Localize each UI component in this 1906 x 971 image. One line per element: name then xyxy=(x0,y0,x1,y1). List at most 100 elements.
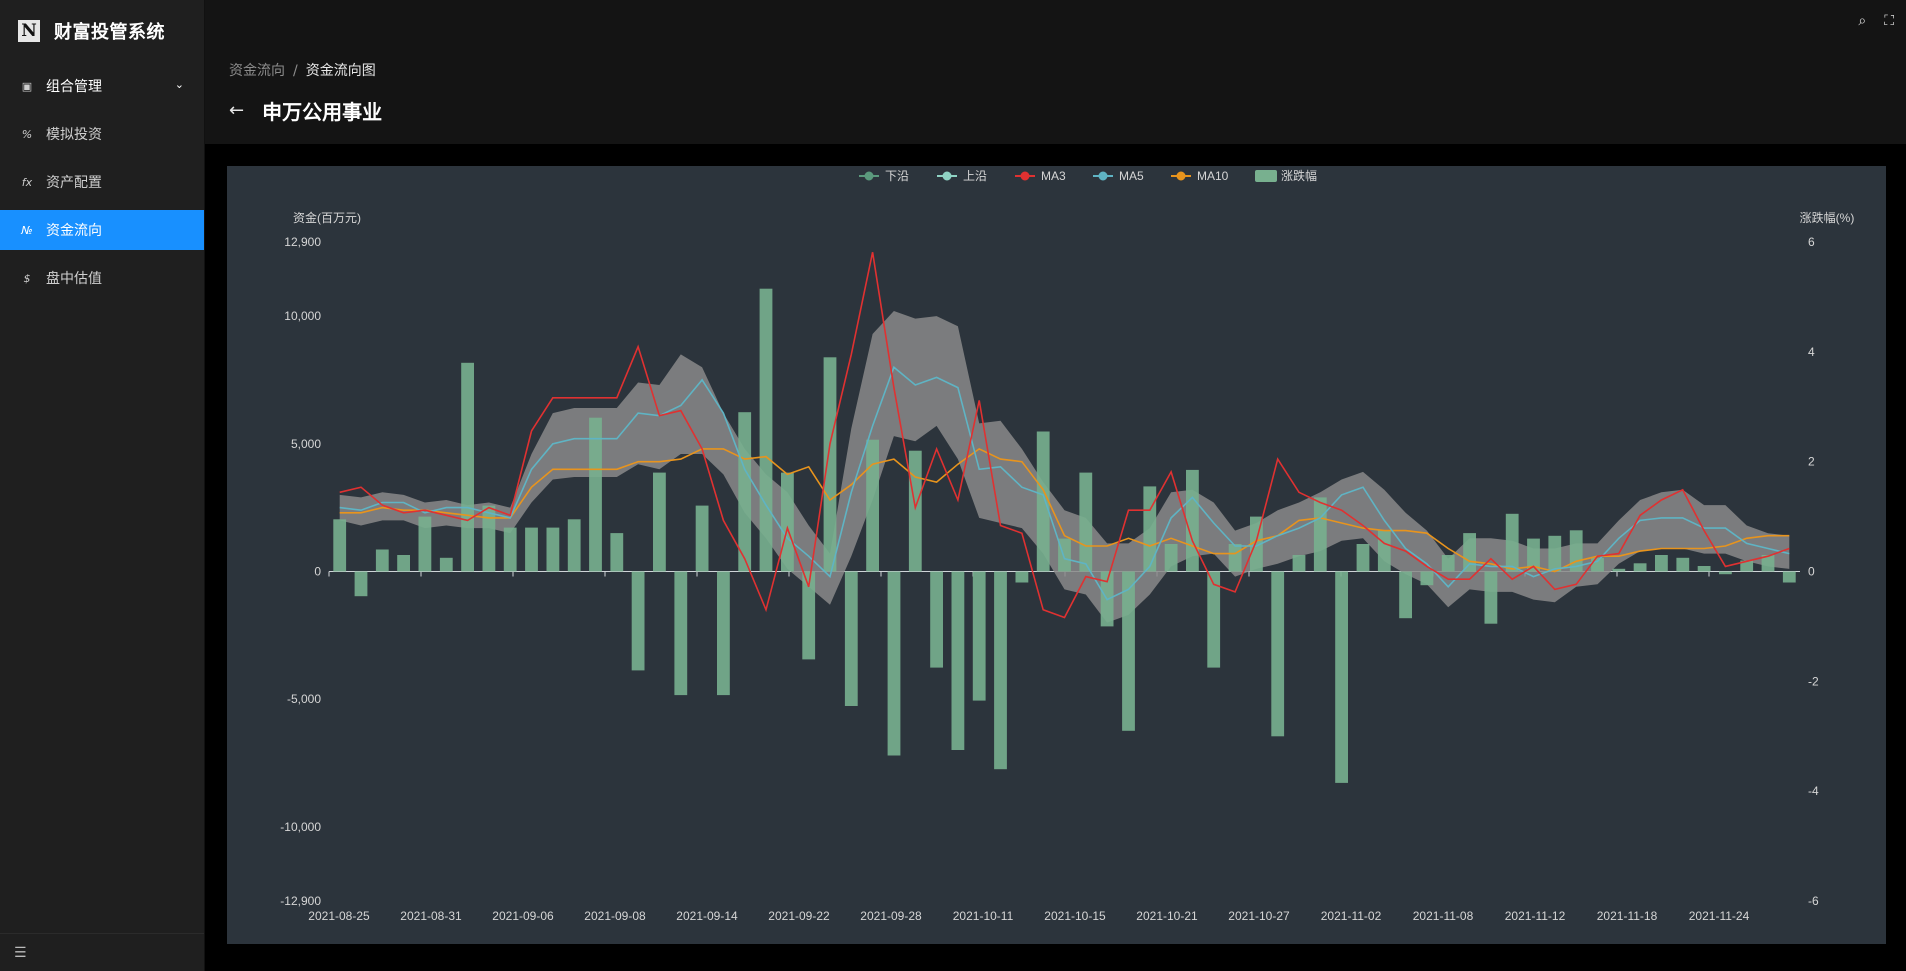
collapse-sidebar-button[interactable]: ☰ xyxy=(0,933,204,971)
pct-bar xyxy=(674,571,688,696)
pct-bar xyxy=(1228,544,1242,572)
page-header: ⌕ ⛶ 资金流向 / 资金流向图 ← 申万公用事业 xyxy=(205,0,1906,144)
pct-bar xyxy=(567,519,581,572)
pct-bar xyxy=(1271,571,1285,737)
sidebar-item-label: 模拟投资 xyxy=(46,127,102,143)
x-tick-label: 2021-08-31 xyxy=(400,909,462,923)
pct-bar xyxy=(930,571,943,668)
function-icon: fx xyxy=(21,175,33,189)
sidebar-item-asset-allocation[interactable]: fx 资产配置 xyxy=(0,162,204,202)
legend-marker xyxy=(942,171,952,181)
y-right-tick-label: 0 xyxy=(1808,565,1815,579)
chart-panel: 12,900 10,000 5,000 0 -5,000 -10,000 -12,900 6 4… xyxy=(227,166,1886,944)
pct-bar xyxy=(951,571,965,750)
logo-icon: N xyxy=(18,20,40,42)
pct-bar xyxy=(1782,571,1796,583)
y-tick-label: -12,900 xyxy=(280,894,321,908)
sidebar-item-portfolio[interactable]: ▣ 组合管理 ⌄ xyxy=(0,66,204,106)
legend-label: MA3 xyxy=(1041,169,1066,183)
pct-bar xyxy=(1740,560,1754,572)
sidebar-item-simulated-investment[interactable]: % 模拟投资 xyxy=(0,114,204,154)
pct-bar xyxy=(1612,568,1626,572)
x-tick-label: 2021-09-22 xyxy=(768,909,830,923)
sidebar-item-intraday-valuation[interactable]: $ 盘中估值 xyxy=(0,258,204,298)
x-tick-label: 2021-10-27 xyxy=(1228,909,1290,923)
pct-bar xyxy=(1143,486,1157,572)
pct-bar xyxy=(1079,472,1093,572)
pct-bar xyxy=(354,571,368,597)
menu-fold-icon: ☰ xyxy=(14,944,27,961)
pct-bar xyxy=(631,571,645,671)
pct-bar xyxy=(546,527,560,572)
x-tick-label: 2021-10-21 xyxy=(1136,909,1198,923)
dollar-icon: $ xyxy=(23,271,31,285)
pct-bar xyxy=(717,571,730,696)
legend-label: 下沿 xyxy=(885,169,909,183)
y-right-axis-label: 涨跌幅(%) xyxy=(1800,210,1855,225)
back-arrow-icon[interactable]: ← xyxy=(229,100,245,121)
x-tick-label: 2021-11-12 xyxy=(1505,909,1566,923)
pct-bar xyxy=(333,519,347,572)
ma3-line xyxy=(339,252,1790,619)
pct-bar xyxy=(482,505,496,572)
legend-label: MA5 xyxy=(1119,169,1144,183)
sidebar-item-capital-flow[interactable]: № 资金流向 xyxy=(0,210,204,250)
pct-bar xyxy=(610,533,624,572)
pct-bar xyxy=(1697,566,1711,572)
y-tick-label: 12,900 xyxy=(284,235,321,249)
breadcrumb-link[interactable]: 资金流向 xyxy=(229,63,285,79)
pct-bar xyxy=(1015,571,1029,583)
y-right-tick-label: 6 xyxy=(1808,235,1815,249)
sidebar-item-label: 资产配置 xyxy=(46,175,102,191)
sidebar-item-label: 组合管理 xyxy=(46,79,102,95)
pct-bar xyxy=(1420,571,1434,586)
image-icon: ▣ xyxy=(21,79,33,93)
pct-bar xyxy=(1591,557,1604,572)
x-tick-label: 2021-10-11 xyxy=(953,909,1014,923)
legend-label: 上沿 xyxy=(963,169,987,183)
pct-bar xyxy=(503,527,517,572)
x-tick-label: 2021-11-18 xyxy=(1597,909,1658,923)
y-right-tick-label: 4 xyxy=(1808,345,1815,359)
breadcrumb-separator: / xyxy=(293,63,298,79)
sidebar-item-label: 资金流向 xyxy=(46,223,102,239)
pct-bar xyxy=(1484,571,1498,624)
x-tick-label: 2021-11-02 xyxy=(1321,909,1382,923)
pct-bar xyxy=(781,472,794,572)
pct-bar xyxy=(1527,538,1540,572)
sidebar: N 财富投管系统 ▣ 组合管理 ⌄ % 模拟投资 fx 资产配置 № 资金流向 … xyxy=(0,0,205,971)
pct-bar xyxy=(1164,544,1178,572)
pct-bar xyxy=(1441,555,1455,572)
y-tick-label: -10,000 xyxy=(280,820,321,834)
pct-bar xyxy=(887,571,901,756)
x-tick-label: 2021-09-14 xyxy=(676,909,738,923)
ma10-line xyxy=(339,447,1790,573)
legend-marker xyxy=(1176,171,1186,181)
pct-bar xyxy=(1036,431,1050,572)
band-area xyxy=(339,311,1790,623)
pct-bar xyxy=(1655,555,1668,572)
pct-bar xyxy=(1633,563,1647,572)
legend-swatch xyxy=(1255,170,1277,182)
ma5-line xyxy=(339,365,1790,601)
pct-bar xyxy=(1335,571,1348,783)
fullscreen-icon[interactable]: ⛶ xyxy=(1884,13,1894,29)
y-tick-label: 5,000 xyxy=(291,437,321,451)
x-tick-label: 2021-10-15 xyxy=(1044,909,1106,923)
pct-bar xyxy=(589,417,602,572)
pct-bar xyxy=(908,450,922,572)
pct-bar xyxy=(1399,571,1412,619)
pct-bar xyxy=(972,571,986,701)
capital-flow-chart: 12,900 10,000 5,000 0 -5,000 -10,000 -12,900 6 4… xyxy=(280,168,1855,923)
pct-bar xyxy=(375,549,389,572)
search-icon[interactable]: ⌕ xyxy=(1858,13,1867,29)
page-title: 申万公用事业 xyxy=(262,100,383,124)
app-title: 财富投管系统 xyxy=(54,22,165,43)
y-axis-label: 资金(百万元) xyxy=(293,210,361,225)
pct-bar xyxy=(439,557,453,572)
y-tick-label: 0 xyxy=(314,565,321,579)
legend-marker xyxy=(864,171,874,181)
app-logo[interactable]: N 财富投管系统 xyxy=(0,0,204,62)
pct-bar xyxy=(823,357,837,572)
pct-bar xyxy=(1719,571,1732,575)
